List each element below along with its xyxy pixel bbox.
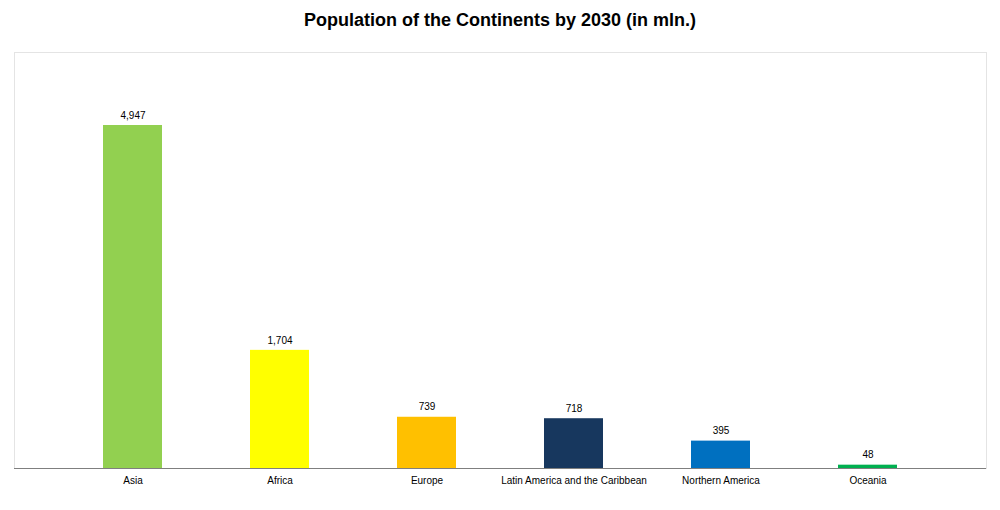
svg-text:4,947: 4,947 xyxy=(120,110,145,121)
svg-text:395: 395 xyxy=(713,425,730,436)
svg-text:718: 718 xyxy=(566,403,583,414)
svg-text:Africa: Africa xyxy=(267,475,293,486)
svg-text:Oceania: Oceania xyxy=(849,475,887,486)
svg-text:739: 739 xyxy=(419,401,436,412)
svg-text:Latin America and the Caribbea: Latin America and the Caribbean xyxy=(501,475,647,486)
svg-text:1,704: 1,704 xyxy=(267,335,292,346)
svg-text:Europe: Europe xyxy=(411,475,444,486)
html-text:Population of the Continents b: Population of the Continents by 2030 (in… xyxy=(304,10,696,30)
svg-text:48: 48 xyxy=(862,449,874,460)
svg-text:Asia: Asia xyxy=(123,475,143,486)
svg-text:Northern America: Northern America xyxy=(682,475,760,486)
